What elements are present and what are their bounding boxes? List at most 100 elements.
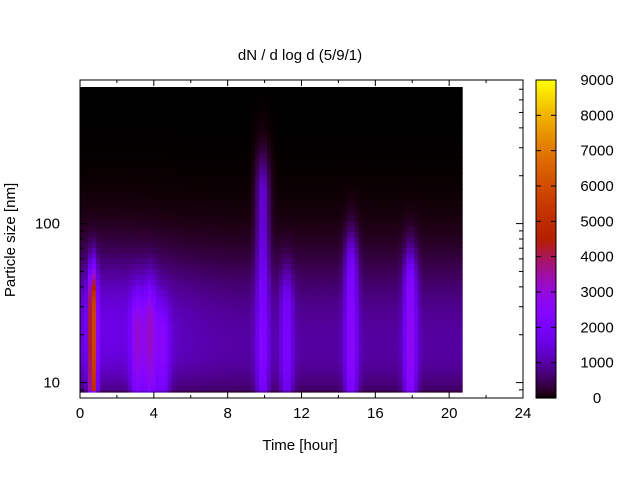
heatmap-cell	[267, 168, 272, 175]
heatmap-cell	[362, 136, 368, 143]
heatmap-cell	[290, 284, 296, 291]
heatmap-cell	[251, 168, 256, 175]
heatmap-cell	[282, 252, 288, 259]
heatmap-cell	[99, 279, 105, 286]
heatmap-cell	[143, 337, 149, 344]
heatmap-cell	[191, 120, 197, 127]
heatmap-cell	[91, 247, 97, 254]
heatmap-cell	[243, 310, 248, 317]
heatmap-cell	[191, 268, 197, 275]
heatmap-cell	[99, 273, 105, 280]
heatmap-cell	[334, 247, 340, 254]
heatmap-cell	[179, 147, 185, 153]
heatmap-cell	[350, 347, 356, 354]
heatmap-cell	[398, 231, 403, 238]
heatmap-cell	[239, 236, 244, 243]
heatmap-cell	[135, 321, 141, 328]
heatmap-cell	[147, 369, 153, 375]
heatmap-cell	[183, 289, 189, 296]
heatmap-cell	[91, 199, 97, 206]
heatmap-cell	[215, 215, 220, 222]
heatmap-cell	[179, 279, 185, 286]
heatmap-cell	[271, 199, 276, 206]
heatmap-cell	[279, 221, 284, 227]
heatmap-cell	[255, 353, 260, 360]
heatmap-cell	[243, 295, 248, 301]
heatmap-cell	[115, 247, 121, 254]
heatmap-cell	[183, 300, 189, 307]
heatmap-cell	[99, 247, 105, 254]
heatmap-cell	[203, 231, 208, 238]
heatmap-cell	[143, 162, 149, 169]
heatmap-cell	[302, 221, 308, 227]
heatmap-cell	[275, 363, 280, 370]
heatmap-cell	[195, 199, 200, 206]
heatmap-cell	[402, 99, 407, 106]
heatmap-cell	[306, 332, 312, 338]
heatmap-cell	[179, 178, 185, 185]
heatmap-cell	[151, 295, 157, 301]
heatmap-cell	[414, 337, 419, 344]
heatmap-cell	[310, 88, 316, 95]
heatmap-cell	[175, 178, 181, 185]
heatmap-cell	[350, 120, 356, 127]
heatmap-cell	[386, 268, 392, 275]
heatmap-cell	[263, 390, 268, 393]
heatmap-cell	[275, 342, 280, 349]
heatmap-cell	[127, 374, 133, 381]
heatmap-cell	[107, 353, 113, 360]
heatmap-cell	[354, 88, 360, 95]
heatmap-cell	[187, 236, 193, 243]
heatmap-cell	[95, 363, 101, 370]
heatmap-cell	[111, 379, 117, 386]
heatmap-cell	[199, 88, 204, 95]
heatmap-cell	[95, 284, 101, 291]
heatmap-cell	[179, 189, 185, 196]
heatmap-cell	[255, 162, 260, 169]
heatmap-cell	[406, 390, 411, 393]
heatmap-cell	[151, 205, 157, 212]
heatmap-cell	[91, 273, 97, 280]
heatmap-cell	[370, 310, 376, 317]
heatmap-cell	[147, 131, 153, 138]
heatmap-cell	[175, 205, 181, 212]
heatmap-cell	[119, 384, 125, 391]
heatmap-cell	[406, 115, 411, 122]
heatmap-cell	[87, 221, 93, 227]
heatmap-cell	[223, 316, 228, 323]
heatmap-cell	[279, 210, 284, 217]
heatmap-cell	[370, 384, 376, 391]
heatmap-cell	[87, 363, 93, 370]
heatmap-cell	[183, 353, 189, 360]
heatmap-cell	[271, 321, 276, 328]
heatmap-cell	[119, 104, 125, 111]
heatmap-cell	[123, 369, 129, 375]
heatmap-cell	[394, 316, 400, 323]
heatmap-cell	[322, 131, 328, 138]
heatmap-cell	[183, 310, 189, 317]
heatmap-cell	[159, 157, 165, 164]
heatmap-cell	[358, 99, 364, 106]
heatmap-cell	[259, 189, 264, 196]
heatmap-cell	[191, 321, 197, 328]
heatmap-cell	[143, 316, 149, 323]
heatmap-cell	[350, 194, 356, 201]
heatmap-cell	[259, 347, 264, 354]
heatmap-cell	[318, 131, 324, 138]
heatmap-cell	[275, 300, 280, 307]
heatmap-cell	[219, 152, 224, 159]
heatmap-cell	[163, 141, 169, 148]
heatmap-cell	[378, 94, 384, 101]
heatmap-cell	[251, 247, 256, 254]
heatmap-cell	[326, 242, 332, 249]
heatmap-cell	[91, 347, 97, 354]
heatmap-cell	[171, 390, 177, 393]
heatmap-cell	[195, 247, 200, 254]
heatmap-cell	[80, 189, 85, 196]
heatmap-cell	[275, 168, 280, 175]
heatmap-cell	[410, 88, 415, 95]
heatmap-cell	[80, 120, 85, 127]
heatmap-cell	[99, 326, 105, 333]
heatmap-cell	[223, 279, 228, 286]
heatmap-cell	[80, 358, 85, 365]
